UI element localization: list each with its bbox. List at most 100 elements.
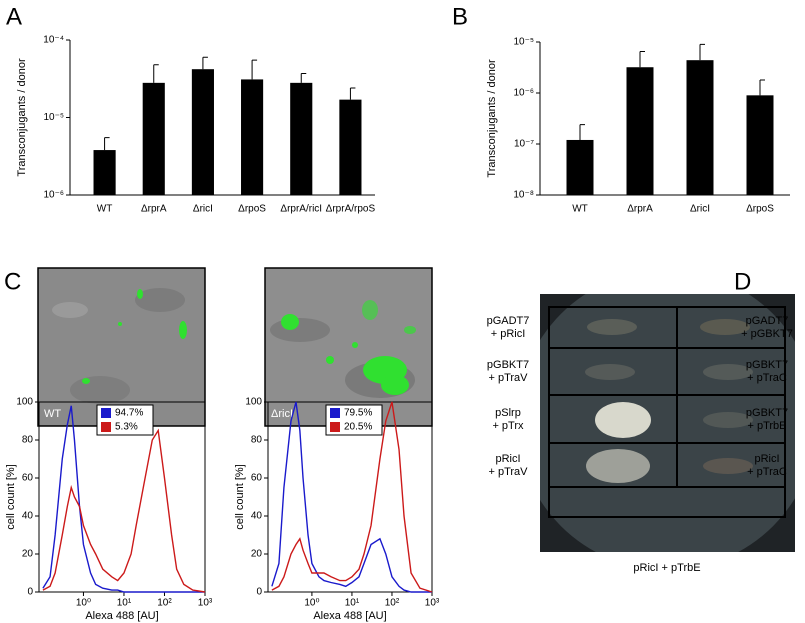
x-tick-label: 10³ (198, 598, 213, 609)
y-tick-label: 10⁻⁴ (43, 35, 64, 46)
bar (290, 82, 313, 195)
plate-label: pGBKT7 + pTrbE (746, 407, 788, 432)
plate-caption: pRicI + pTrbE (633, 562, 700, 574)
y-axis-label: cell count [%] (5, 464, 17, 529)
plate-label: pGBKT7 + pTraC (746, 359, 788, 384)
plate-label-line: + pTraV (488, 466, 528, 478)
plate-label-line: + pTrbE (747, 420, 786, 432)
error-bar (699, 43, 705, 61)
x-tick-label: ΔrprA/ricI (280, 204, 322, 215)
x-tick-label: ΔricI (193, 204, 213, 215)
bar (339, 99, 362, 195)
x-tick-label: WT (97, 204, 113, 215)
plate-label-line: + pTraV (488, 372, 528, 384)
bar (93, 150, 116, 195)
x-tick-label: ΔrprA (141, 204, 167, 215)
plate-label: pGBKT7 + pTraV (487, 359, 529, 384)
plot-frame (267, 401, 433, 593)
x-tick-label: 10⁰ (304, 598, 319, 609)
series-line (42, 428, 206, 593)
bar (686, 60, 714, 195)
y-tick-label: 60 (22, 473, 34, 484)
y-tick-label: 40 (22, 511, 34, 522)
legend-swatch (330, 408, 340, 418)
error-bar (639, 51, 645, 68)
plate-label-line: pGBKT7 (487, 359, 529, 371)
y-tick-label: 100 (245, 397, 262, 408)
plate-label-line: + pRicI (491, 328, 526, 340)
y-tick-label: 10⁻⁵ (43, 112, 64, 123)
error-bar (579, 124, 585, 140)
x-tick-label: 10¹ (345, 598, 360, 609)
plate-label-line: pRicI (495, 453, 520, 465)
plate-label-line: pGBKT7 (746, 407, 788, 419)
x-tick-label: ΔrprA/rpoS (326, 204, 376, 215)
x-tick-label: ΔricI (690, 204, 710, 215)
y-tick-label: 10⁻⁶ (43, 190, 64, 201)
panel-label: A (6, 3, 22, 30)
y-axis-label: Transconjugants / donor (486, 59, 498, 178)
x-tick-label: 10¹ (117, 598, 132, 609)
panel-label: C (4, 268, 21, 295)
plate-label: pRicI + pTraC (747, 453, 787, 478)
x-tick-label: 10⁰ (76, 598, 91, 609)
bar (241, 79, 264, 195)
legend-label: 20.5% (344, 422, 372, 433)
plate-label: pGADT7 + pRicI (487, 315, 530, 340)
y-tick-label: 10⁻⁵ (513, 37, 534, 48)
x-tick-label: 10² (385, 598, 400, 609)
error-bar (202, 56, 208, 70)
x-axis-label: Alexa 488 [AU] (313, 610, 386, 622)
legend-label: 5.3% (115, 422, 138, 433)
y-tick-label: 80 (22, 435, 34, 446)
plate-label-line: pRicI (754, 453, 779, 465)
y-tick-label: 100 (16, 397, 33, 408)
plate-label-line: pGADT7 (746, 315, 789, 327)
plate-label: pRicI + pTraV (488, 453, 528, 478)
y-tick-label: 40 (251, 511, 263, 522)
x-tick-label: ΔrpoS (238, 204, 266, 215)
plate (540, 294, 795, 552)
error-bar (759, 79, 765, 96)
image-label: WT (44, 408, 61, 420)
plate-label-line: pGBKT7 (746, 359, 788, 371)
image-label: ΔricI (271, 408, 293, 420)
x-tick-label: ΔrpoS (746, 204, 774, 215)
bar (142, 82, 165, 195)
y-tick-label: 20 (251, 549, 263, 560)
plate-label-line: + pGBKT7 (741, 328, 793, 340)
series-line (42, 405, 205, 593)
panel-label: D (734, 268, 751, 295)
series-line (271, 401, 432, 593)
bar (191, 69, 214, 195)
error-bar (251, 59, 258, 80)
error-bar (300, 72, 307, 83)
x-tick-label: ΔrprA (627, 204, 653, 215)
plate-label-line: pGADT7 (487, 315, 530, 327)
bar (566, 139, 594, 195)
y-tick-label: 10⁻⁶ (513, 88, 534, 99)
x-axis-label: Alexa 488 [AU] (85, 610, 158, 622)
bar (746, 95, 774, 195)
legend-swatch (101, 422, 111, 432)
plate-label-line: + pTraC (747, 466, 787, 478)
legend-label: 79.5% (344, 408, 372, 419)
y-tick-label: 10⁻⁷ (514, 139, 534, 150)
x-tick-label: 10² (157, 598, 172, 609)
error-bar (153, 64, 159, 83)
panel-label: B (452, 3, 468, 30)
micrograph: ΔricI (264, 267, 433, 427)
legend-swatch (330, 422, 340, 432)
y-tick-label: 20 (22, 549, 34, 560)
bar (626, 67, 654, 195)
y-tick-label: 0 (27, 587, 33, 598)
y-tick-label: 60 (251, 473, 263, 484)
plate-label: pGADT7 + pGBKT7 (741, 315, 793, 340)
plate-label-line: + pTraC (747, 372, 787, 384)
plate-label-line: pSlrp (495, 407, 521, 419)
plate-label-line: + pTrx (492, 420, 524, 432)
plate-label: pSlrp + pTrx (492, 407, 524, 432)
y-axis-label: cell count [%] (234, 464, 246, 529)
